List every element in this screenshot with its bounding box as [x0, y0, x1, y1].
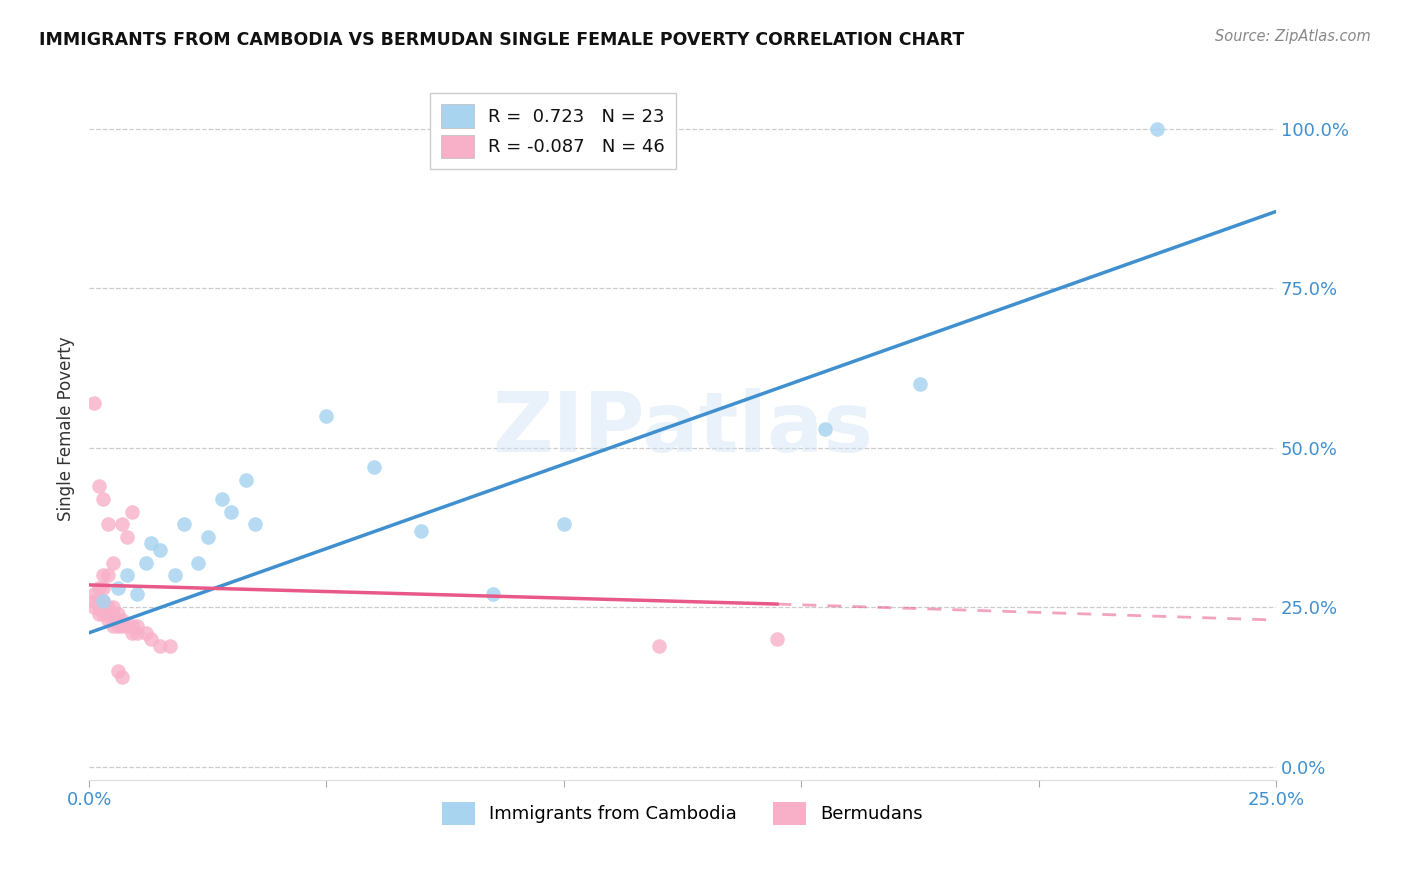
Point	[91, 600, 114, 615]
Point	[111, 613, 134, 627]
Point	[245, 517, 267, 532]
Point	[121, 619, 143, 633]
Point	[111, 517, 134, 532]
Point	[101, 607, 124, 621]
Point	[107, 613, 129, 627]
Point	[235, 473, 257, 487]
Point	[101, 600, 124, 615]
Point	[83, 587, 105, 601]
Point	[83, 600, 105, 615]
Point	[149, 542, 172, 557]
Point	[115, 619, 138, 633]
Point	[91, 491, 114, 506]
Point	[87, 581, 110, 595]
Point	[91, 568, 114, 582]
Point	[97, 517, 120, 532]
Point	[91, 607, 114, 621]
Point	[766, 632, 789, 647]
Text: Source: ZipAtlas.com: Source: ZipAtlas.com	[1215, 29, 1371, 44]
Point	[115, 568, 138, 582]
Text: IMMIGRANTS FROM CAMBODIA VS BERMUDAN SINGLE FEMALE POVERTY CORRELATION CHART: IMMIGRANTS FROM CAMBODIA VS BERMUDAN SIN…	[39, 31, 965, 49]
Point	[315, 409, 337, 423]
Point	[97, 568, 120, 582]
Point	[553, 517, 575, 532]
Point	[101, 556, 124, 570]
Point	[139, 536, 162, 550]
Point	[87, 594, 110, 608]
Point	[814, 421, 837, 435]
Point	[107, 607, 129, 621]
Point	[139, 632, 162, 647]
Point	[211, 491, 233, 506]
Y-axis label: Single Female Poverty: Single Female Poverty	[58, 336, 75, 521]
Point	[107, 581, 129, 595]
Point	[97, 607, 120, 621]
Legend: Immigrants from Cambodia, Bermudans: Immigrants from Cambodia, Bermudans	[433, 792, 932, 834]
Point	[411, 524, 433, 538]
Point	[83, 594, 105, 608]
Point	[173, 517, 195, 532]
Point	[121, 625, 143, 640]
Point	[1146, 121, 1168, 136]
Point	[135, 625, 157, 640]
Point	[91, 594, 114, 608]
Point	[97, 600, 120, 615]
Point	[111, 619, 134, 633]
Point	[159, 639, 181, 653]
Point	[221, 504, 243, 518]
Point	[163, 568, 186, 582]
Point	[83, 396, 105, 410]
Point	[121, 504, 143, 518]
Point	[125, 619, 148, 633]
Point	[87, 600, 110, 615]
Point	[91, 594, 114, 608]
Point	[125, 625, 148, 640]
Point	[107, 619, 129, 633]
Text: ZIPatlas: ZIPatlas	[492, 388, 873, 469]
Point	[111, 671, 134, 685]
Point	[908, 376, 931, 391]
Point	[149, 639, 172, 653]
Point	[91, 581, 114, 595]
Point	[481, 587, 503, 601]
Point	[115, 530, 138, 544]
Point	[101, 613, 124, 627]
Point	[363, 459, 385, 474]
Point	[125, 587, 148, 601]
Point	[87, 479, 110, 493]
Point	[648, 639, 671, 653]
Point	[135, 556, 157, 570]
Point	[187, 556, 209, 570]
Point	[87, 607, 110, 621]
Point	[197, 530, 219, 544]
Point	[107, 664, 129, 678]
Point	[101, 619, 124, 633]
Point	[97, 613, 120, 627]
